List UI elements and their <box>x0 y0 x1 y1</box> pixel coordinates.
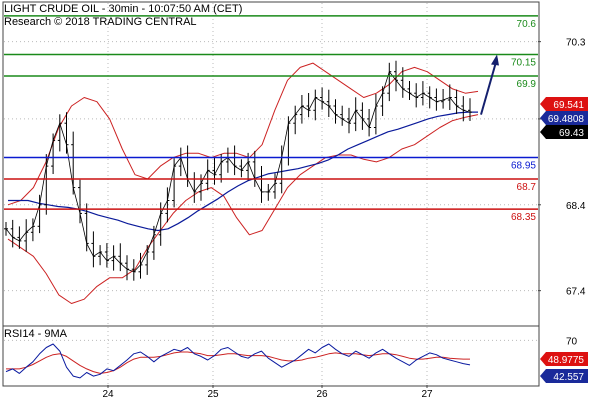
rsi-panel <box>2 325 540 387</box>
bollinger-upper-line <box>7 62 479 206</box>
level-label-5: 68.35 <box>511 212 536 223</box>
projection-arrow <box>480 54 499 115</box>
rsi-tag-0: 48.9775 <box>548 355 585 366</box>
price-tags: 69.541 69.4808 69.43 48.9775 42.557 <box>540 97 588 383</box>
support-resistance-levels: 70.6 70.15 69.9 68.95 68.7 68.35 <box>4 15 538 223</box>
rsi-tag-1-bg <box>540 369 588 383</box>
price-tag-0: 69.541 <box>553 100 584 111</box>
chart-title: LIGHT CRUDE OIL - 30min - 10:07:50 AM (C… <box>4 3 242 15</box>
y-axis-ticks: 70.369.468.467.470 <box>538 38 586 347</box>
x-tick-label-3: 27 <box>421 389 433 400</box>
projection-arrow-shaft <box>480 58 498 115</box>
y-tick-label-0: 70.3 <box>566 38 586 49</box>
rsi-tag-0-bg <box>540 352 588 366</box>
price-tag-2-bg <box>540 125 588 139</box>
rsi-tag-1: 42.557 <box>553 372 584 383</box>
level-label-1: 70.15 <box>511 58 536 69</box>
x-tick-label-1: 25 <box>207 389 219 400</box>
price-panel <box>2 1 540 327</box>
y-tick-label-2: 68.4 <box>566 201 586 212</box>
level-label-4: 68.7 <box>517 182 537 193</box>
rsi-lines <box>5 343 471 379</box>
rsi-line <box>5 343 471 379</box>
y-tick-label-3: 67.4 <box>566 287 586 298</box>
price-tag-1-bg <box>540 111 588 125</box>
x-tick-label-0: 24 <box>102 389 114 400</box>
level-label-0: 70.6 <box>517 19 537 30</box>
level-label-2: 69.9 <box>517 79 537 90</box>
price-series <box>4 60 472 281</box>
price-tag-1: 69.4808 <box>548 114 585 125</box>
rsi-title: RSI14 - 9MA <box>4 328 68 340</box>
level-label-3: 68.95 <box>511 161 536 172</box>
price-tag-2: 69.43 <box>559 128 584 139</box>
x-axis-ticks: 24 25 26 27 <box>102 385 433 400</box>
bollinger-lower-line <box>7 114 479 304</box>
price-tag-0-bg <box>540 97 588 111</box>
bollinger-bands <box>7 62 479 304</box>
x-tick-label-2: 26 <box>316 389 328 400</box>
copyright-line: Research © 2018 TRADING CENTRAL <box>4 16 197 28</box>
projection-arrow-head <box>491 54 499 66</box>
rsi-y-tick-label-0: 70 <box>566 336 578 347</box>
